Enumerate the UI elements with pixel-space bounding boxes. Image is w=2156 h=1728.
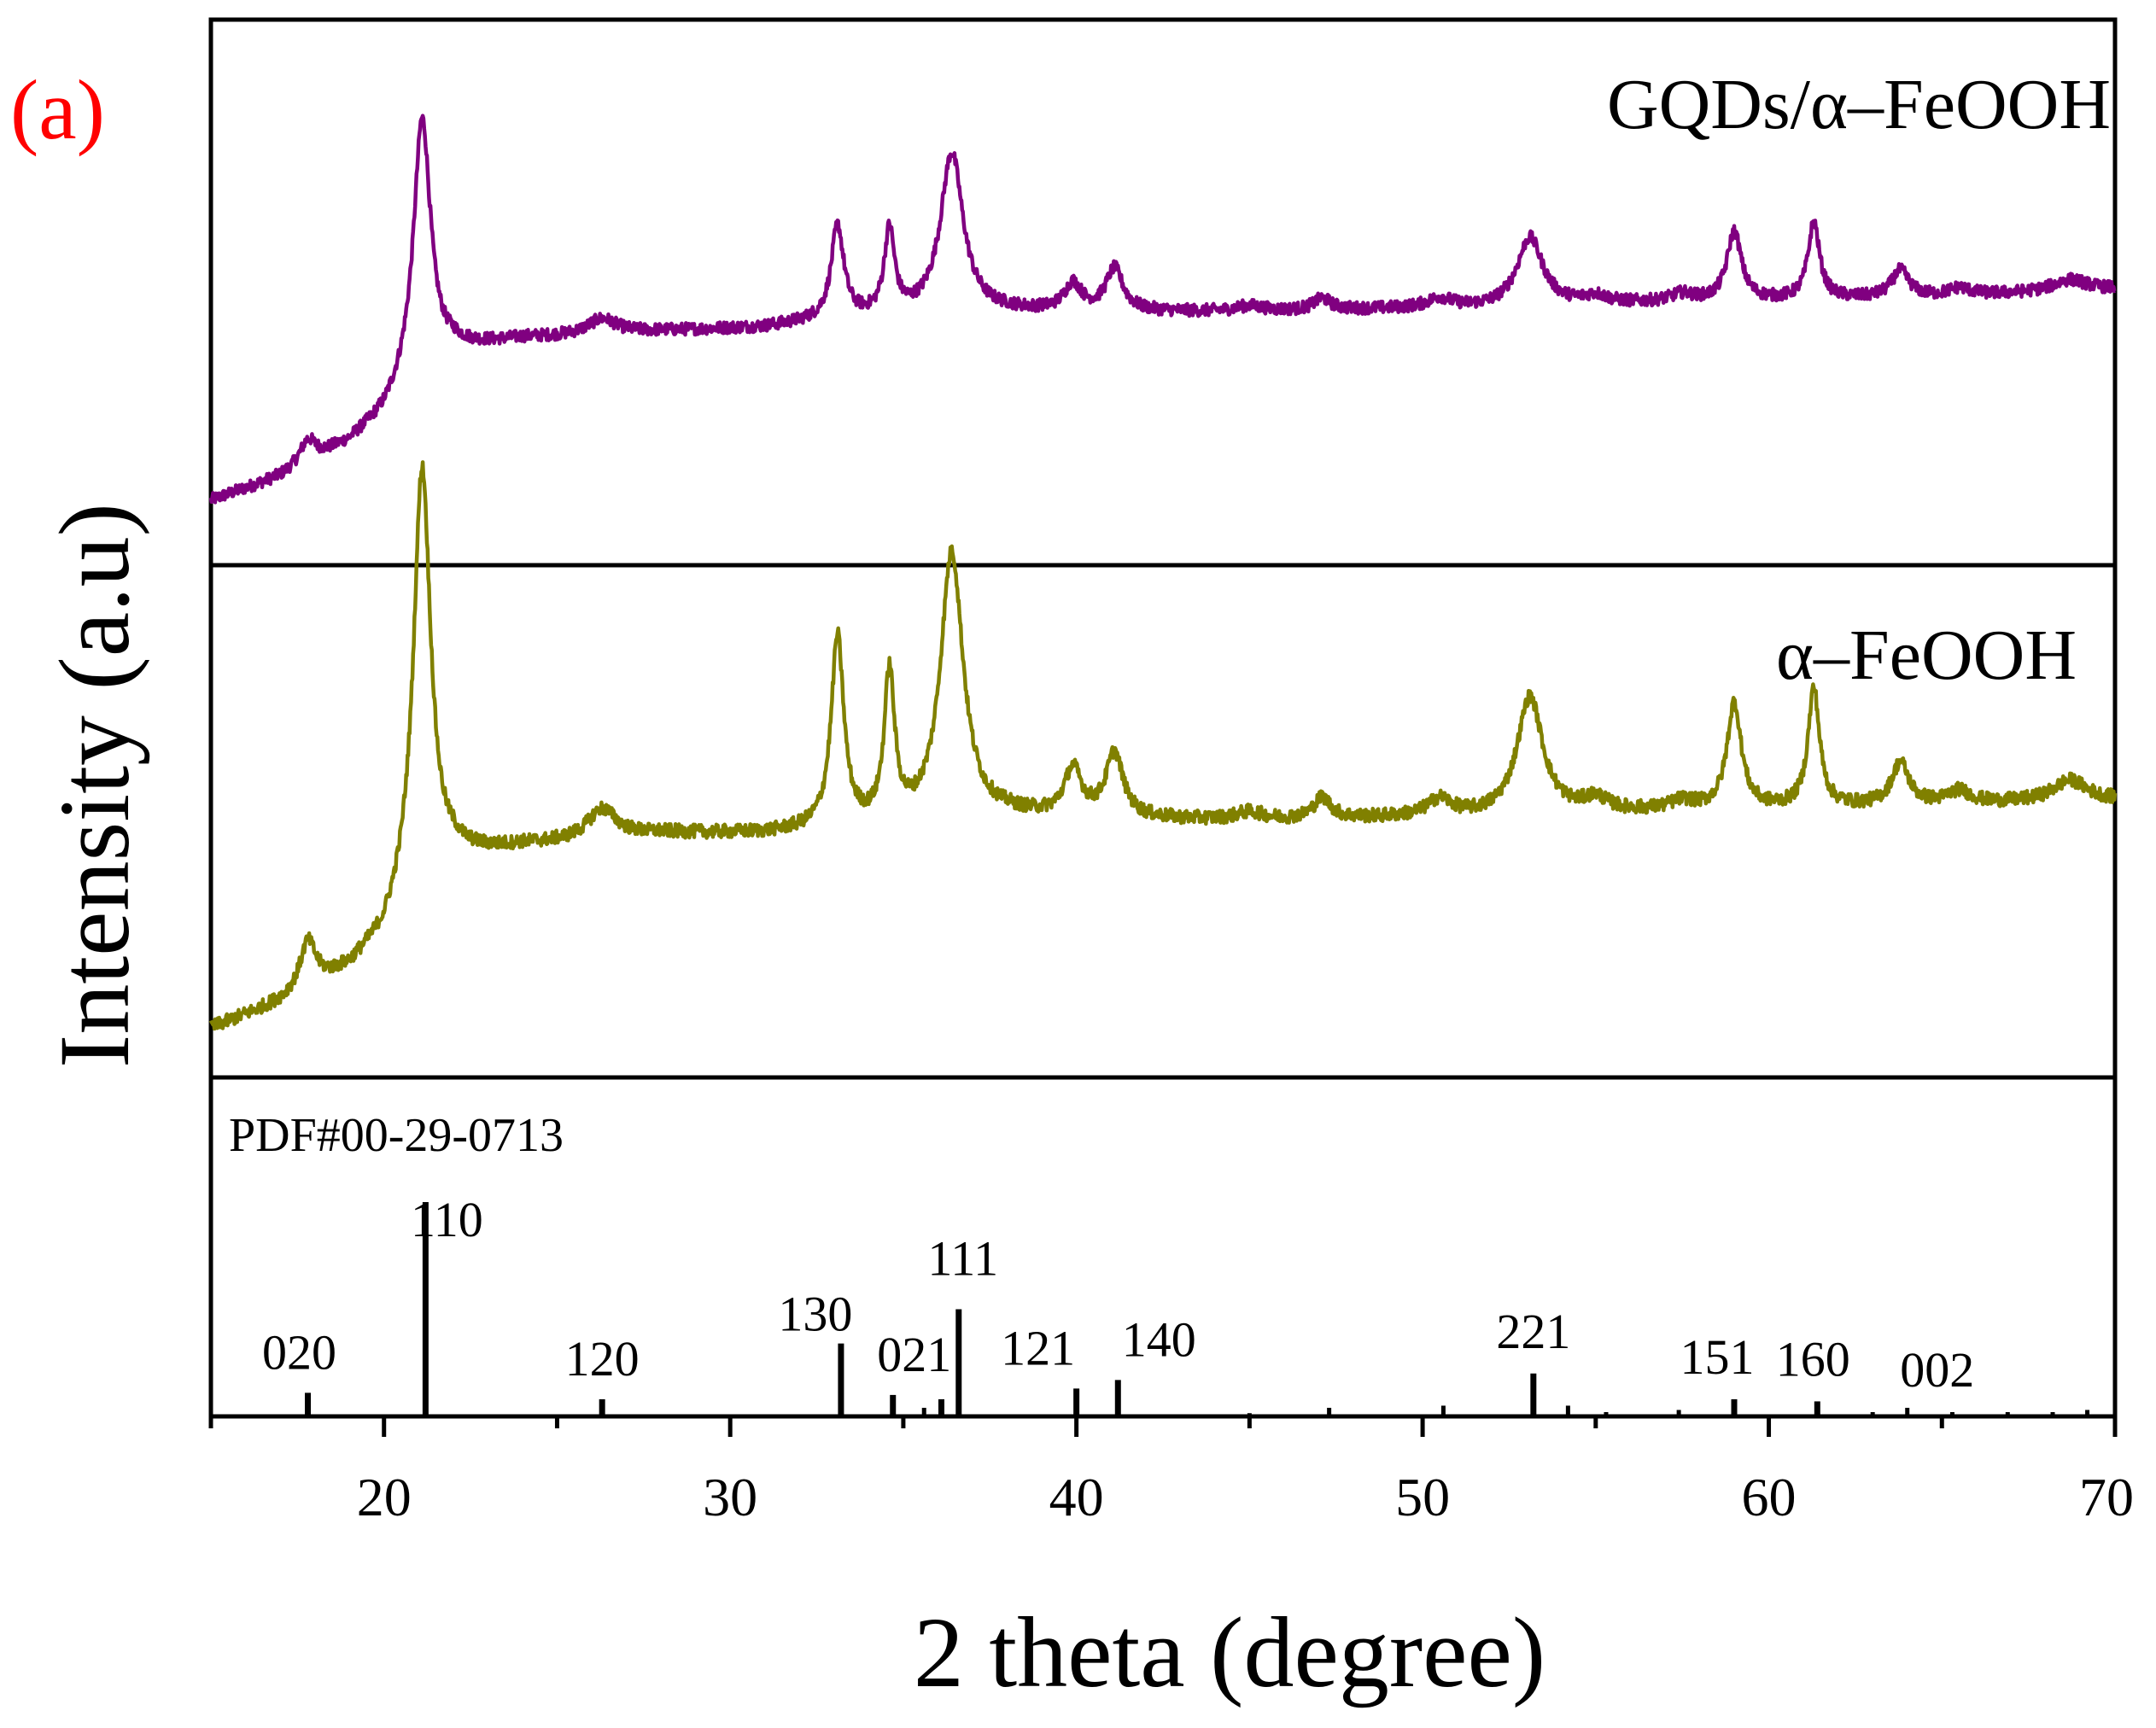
x-axis-title: 2 theta (degree) xyxy=(914,1597,1545,1708)
series-line-0 xyxy=(208,114,2117,505)
x-tick-label-30: 30 xyxy=(703,1467,757,1527)
y-axis-title: Intensity (a.u) xyxy=(38,503,150,1068)
plot-frame xyxy=(208,17,2118,1419)
panel-label: (a) xyxy=(10,62,105,157)
x-tick-label-20: 20 xyxy=(357,1467,412,1527)
series-label-goethite: α–FeOOH xyxy=(1776,616,2077,695)
hkl-label-121: 121 xyxy=(1001,1320,1075,1375)
x-tick-label-60: 60 xyxy=(1742,1467,1797,1527)
hkl-label-140: 140 xyxy=(1122,1311,1196,1367)
hkl-label-020: 020 xyxy=(262,1324,336,1380)
x-tick-label-50: 50 xyxy=(1395,1467,1450,1527)
hkl-label-160: 160 xyxy=(1776,1331,1850,1386)
x-tick-label-70: 70 xyxy=(2079,1467,2134,1527)
reference-card-label: PDF#00-29-0713 xyxy=(229,1109,564,1162)
series-label-composite: GQDs/α–FeOOH xyxy=(1607,65,2111,144)
hkl-label-151: 151 xyxy=(1680,1329,1755,1385)
x-axis-ticks: 20 30 40 50 60 70 xyxy=(208,1416,2134,1527)
hkl-label-130: 130 xyxy=(778,1287,852,1342)
hkl-label-021: 021 xyxy=(877,1327,951,1382)
x-tick-label-40: 40 xyxy=(1049,1467,1104,1527)
hkl-label-221: 221 xyxy=(1496,1304,1570,1359)
hkl-label-111: 111 xyxy=(927,1231,998,1287)
series-layer xyxy=(208,114,2118,1031)
hkl-label-002: 002 xyxy=(1900,1342,1974,1398)
hkl-label-120: 120 xyxy=(565,1331,640,1386)
series-line-1 xyxy=(208,460,2118,1031)
hkl-label-110: 110 xyxy=(411,1192,483,1247)
reference-layer xyxy=(305,1202,2090,1416)
